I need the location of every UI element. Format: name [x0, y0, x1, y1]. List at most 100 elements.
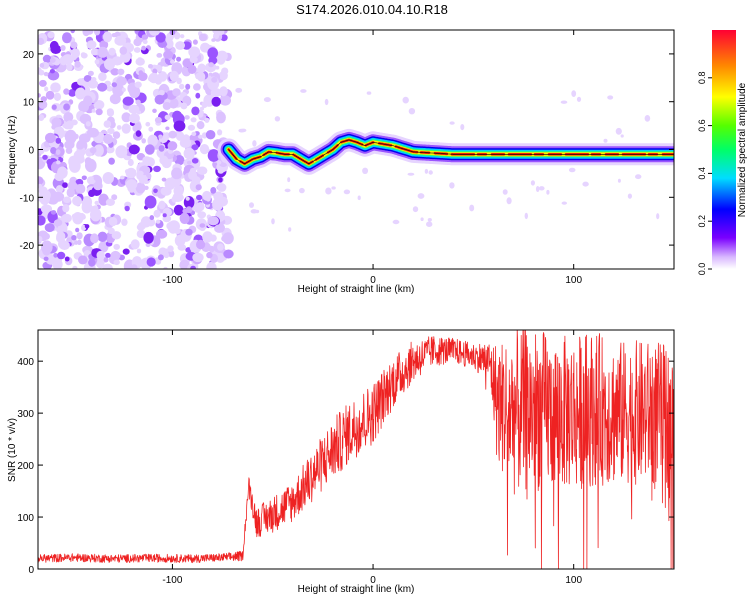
noise-speckle	[72, 195, 82, 206]
noise-speckle	[215, 65, 220, 70]
noise-speckle	[86, 176, 96, 185]
spectrogram-y-tick-label: 10	[23, 98, 35, 109]
noise-speckle	[142, 156, 152, 165]
noise-speckle	[122, 96, 134, 106]
noise-speckle	[219, 95, 231, 106]
noise-speckle	[102, 263, 113, 269]
noise-speckle	[159, 155, 169, 165]
noise-speckle	[129, 85, 141, 99]
noise-speckle	[199, 223, 206, 228]
noise-speckle	[115, 145, 128, 159]
noise-speckle	[195, 92, 201, 99]
snr-y-tick-label: 200	[17, 461, 34, 472]
noise-speckle	[60, 45, 66, 51]
spectrogram-y-tick-label: 20	[23, 50, 35, 61]
noise-speckle	[112, 131, 121, 139]
noise-speckle	[63, 103, 70, 111]
noise-speckle	[153, 188, 158, 194]
noise-speckle	[213, 32, 220, 39]
noise-speckle	[75, 227, 80, 233]
noise-speckle	[50, 147, 57, 154]
noise-speckle	[288, 227, 292, 232]
noise-speckle	[106, 109, 115, 117]
noise-speckle	[202, 190, 212, 201]
noise-speckle	[90, 48, 100, 56]
noise-speckle	[141, 45, 147, 51]
noise-speckle	[44, 223, 55, 233]
noise-speckle	[571, 90, 577, 97]
noise-speckle	[161, 177, 167, 182]
noise-speckle	[94, 200, 99, 205]
noise-speckle	[407, 172, 415, 176]
noise-speckle	[136, 170, 144, 177]
noise-speckle	[63, 196, 71, 204]
noise-speckle	[38, 215, 46, 226]
noise-speckle	[160, 186, 172, 196]
chart-title: S174.2026.010.04.10.R18	[296, 2, 448, 17]
noise-speckle	[156, 53, 163, 58]
noise-speckle	[155, 32, 166, 43]
noise-speckle	[133, 38, 142, 47]
noise-speckle	[98, 72, 107, 82]
noise-speckle	[63, 88, 70, 95]
noise-speckle	[70, 41, 78, 49]
spectrogram-x-tick-label: -100	[162, 275, 182, 286]
noise-speckle	[179, 212, 190, 224]
noise-speckle	[108, 47, 116, 56]
noise-speckle	[87, 79, 99, 89]
noise-speckle	[91, 108, 96, 113]
noise-speckle	[111, 231, 122, 240]
noise-speckle	[106, 85, 113, 92]
noise-speckle	[43, 256, 49, 261]
noise-speckle	[146, 218, 156, 227]
noise-speckle	[158, 247, 168, 257]
noise-speckle	[38, 93, 41, 98]
noise-speckle	[179, 83, 185, 90]
noise-speckle	[189, 56, 198, 64]
noise-speckle	[51, 117, 62, 128]
snr-frame	[37, 329, 675, 570]
noise-speckle	[47, 31, 55, 39]
noise-speckle	[128, 104, 140, 114]
noise-speckle	[469, 204, 475, 212]
noise-speckle	[77, 78, 85, 86]
noise-speckle	[124, 126, 130, 133]
noise-speckle	[45, 90, 55, 100]
noise-speckle	[138, 70, 144, 75]
noise-speckle	[135, 99, 141, 105]
noise-speckle	[122, 248, 130, 255]
noise-speckle	[157, 254, 164, 261]
noise-speckle	[39, 63, 45, 68]
noise-speckle	[120, 175, 125, 180]
noise-speckle	[324, 98, 329, 106]
noise-speckle	[108, 157, 115, 165]
noise-speckle	[175, 41, 186, 50]
noise-speckle	[607, 95, 614, 100]
snr-y-tick-label: 300	[17, 409, 34, 420]
noise-speckle	[74, 240, 79, 245]
noise-speckle	[197, 63, 206, 73]
noise-speckle	[196, 121, 205, 130]
noise-speckle	[180, 102, 188, 110]
noise-speckle	[125, 167, 137, 179]
noise-speckle	[64, 129, 77, 144]
colorbar-tick-label: 0.2	[697, 215, 707, 228]
noise-speckle	[55, 185, 64, 194]
noise-speckle	[111, 194, 118, 201]
snr-x-tick-label: 100	[565, 575, 582, 586]
noise-speckle	[50, 82, 61, 93]
noise-speckle	[199, 144, 210, 155]
noise-speckle	[94, 30, 101, 36]
noise-speckle	[53, 219, 63, 227]
spectrogram-y-tick-label: -20	[20, 241, 35, 252]
noise-speckle	[64, 256, 70, 262]
noise-speckle	[163, 50, 174, 59]
noise-speckle	[428, 170, 433, 175]
noise-speckle	[216, 111, 226, 124]
noise-speckle	[132, 124, 141, 133]
noise-speckle	[70, 119, 78, 126]
noise-speckle	[73, 133, 79, 140]
noise-speckle	[141, 34, 149, 40]
noise-speckle	[41, 240, 53, 255]
noise-speckle	[212, 198, 224, 211]
